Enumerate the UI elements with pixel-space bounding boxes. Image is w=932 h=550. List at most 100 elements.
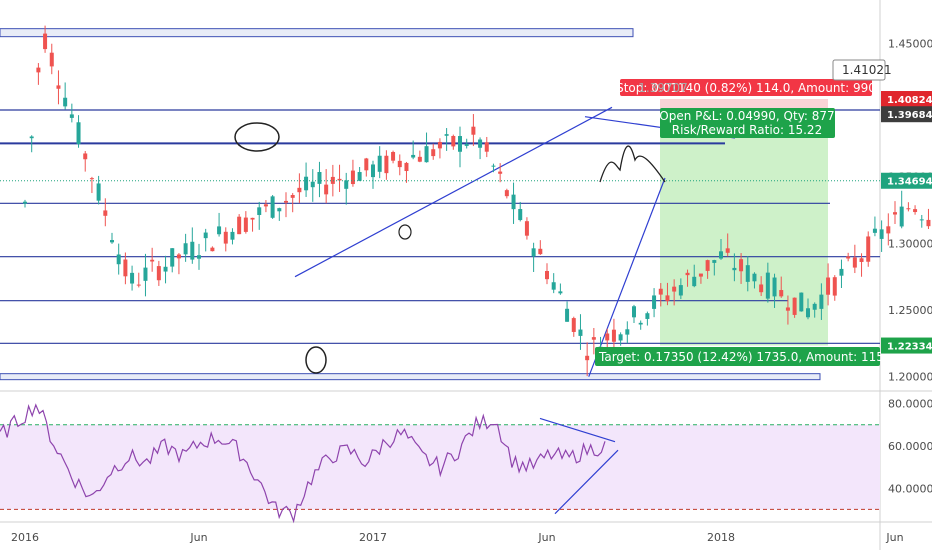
y-tick-label: 1.20000: [888, 371, 932, 384]
candle-body: [203, 232, 208, 239]
candle-body: [411, 154, 416, 158]
candle-body: [852, 257, 857, 268]
candle-body: [605, 333, 610, 341]
candle-body: [290, 194, 295, 198]
candle-body: [826, 277, 831, 295]
price-label-box: [881, 337, 932, 354]
candle-body: [625, 329, 630, 335]
target-box: Target: 0.17350 (12.42%) 1735.0, Amount:…: [595, 347, 895, 366]
candle-body: [170, 248, 175, 267]
candle-body: [310, 181, 315, 188]
bottom-annotation-circle: [305, 346, 327, 374]
candle-body: [437, 141, 442, 149]
candle-body: [143, 267, 148, 281]
candle-body: [43, 33, 48, 50]
candle-body: [611, 329, 616, 342]
rsi-divergence-upper: [539, 417, 616, 443]
candle-body: [263, 204, 268, 207]
candle-body: [531, 248, 536, 257]
candle-body: [719, 251, 723, 259]
candle-body: [906, 208, 911, 210]
top-price-label: 1.41021: [832, 59, 892, 81]
candle-body: [919, 219, 924, 221]
x-tick-label: Jun: [537, 531, 555, 544]
candle-body: [545, 270, 549, 280]
candle-body: [886, 226, 891, 234]
candle-body: [330, 176, 335, 184]
candle-body: [130, 272, 135, 284]
candle-body: [846, 256, 851, 259]
candle-body: [237, 216, 242, 235]
x-tick-label: Jun: [885, 531, 903, 544]
candle-body: [417, 156, 422, 162]
candle-body: [692, 276, 697, 287]
candle-body: [765, 272, 770, 299]
candle-body: [431, 149, 436, 157]
candle-body: [792, 297, 797, 315]
candle-body: [712, 260, 717, 263]
candle-body: [913, 209, 918, 213]
candle-body: [645, 313, 650, 319]
candle-body: [243, 217, 248, 232]
candle-body: [859, 258, 864, 262]
candle-body: [337, 178, 342, 181]
candle-body: [839, 268, 844, 276]
candle-body: [36, 67, 41, 73]
candle-body: [350, 170, 355, 185]
candle-body: [779, 290, 784, 297]
rsi-line: [0, 403, 606, 524]
candle-body: [156, 266, 161, 281]
candle-body: [866, 236, 871, 262]
candle-body: [478, 139, 483, 148]
candle-body: [29, 136, 34, 139]
price-label-box: [881, 106, 932, 123]
projection-path: [599, 145, 666, 183]
candle-body: [899, 206, 904, 227]
candle-body: [110, 240, 114, 243]
pnl-line-1: Open P&L: 0.04990, Qty: 877: [659, 109, 834, 123]
candle-body: [451, 135, 456, 147]
candle-body: [511, 194, 516, 210]
candle-body: [832, 277, 837, 296]
channel-lower: [588, 177, 666, 377]
candle-body: [344, 180, 349, 189]
rsi-tick-label: 40.0000: [888, 482, 932, 495]
candle-body: [357, 172, 362, 181]
candle-body: [444, 134, 449, 136]
x-tick-label: 2018: [707, 531, 735, 544]
x-tick-label: 2016: [11, 531, 39, 544]
candle-body: [685, 272, 690, 276]
candle-body: [76, 122, 81, 145]
candle-body: [658, 288, 663, 295]
candle-body: [464, 143, 469, 146]
candle-body: [585, 355, 590, 361]
pnl-line-2: Risk/Reward Ratio: 15.22: [672, 123, 822, 137]
candle-body: [210, 247, 215, 252]
candle-body: [324, 184, 329, 195]
candle-body: [377, 155, 382, 172]
candle-body: [176, 254, 181, 259]
candle-body: [652, 295, 657, 309]
candle-body: [150, 259, 155, 262]
candle-body: [364, 158, 369, 171]
candle-body: [83, 153, 88, 160]
resistance-zone: [0, 28, 634, 38]
candle-body: [491, 165, 496, 167]
top-price-text: 1.41021: [842, 63, 892, 77]
price-label-box: [881, 172, 932, 189]
candle-body: [518, 209, 523, 221]
channel-upper: [294, 106, 613, 278]
candle-body: [638, 322, 643, 325]
candle-body: [785, 307, 790, 311]
candle-body: [163, 266, 168, 272]
candle-body: [806, 308, 810, 318]
candle-body: [56, 85, 61, 89]
rsi-tick-label: 80.0000: [888, 398, 932, 411]
y-tick-label: 1.30000: [888, 237, 932, 250]
price-label-text: 1.34694: [887, 177, 932, 188]
candle-body: [270, 196, 275, 218]
candle-body: [371, 164, 375, 178]
candle-body: [304, 176, 309, 191]
candle-body: [183, 243, 188, 255]
